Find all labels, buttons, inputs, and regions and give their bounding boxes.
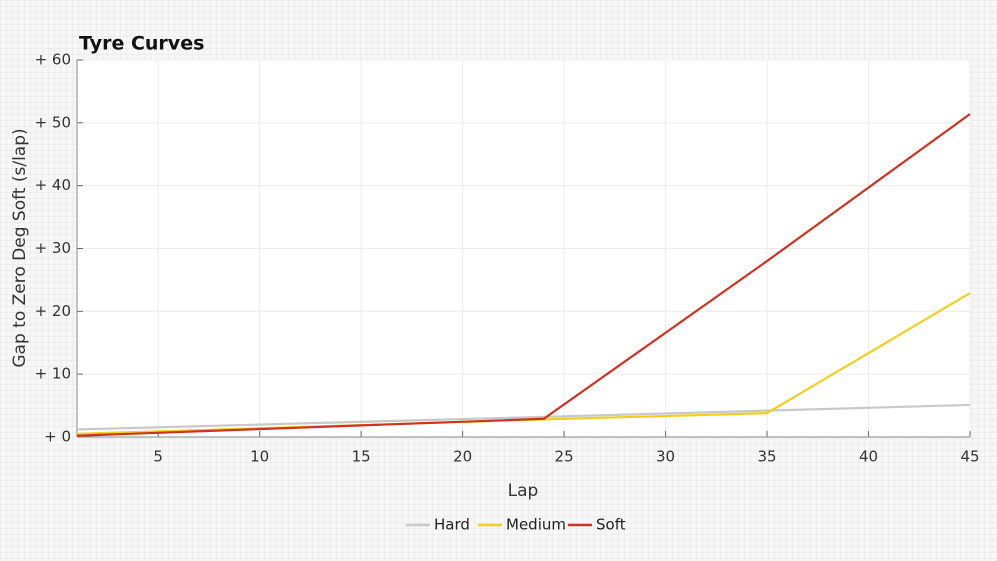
legend-label: Hard bbox=[434, 516, 470, 534]
x-axis-label: Lap bbox=[508, 481, 539, 501]
chart-title: Tyre Curves bbox=[79, 33, 204, 55]
series-line bbox=[76, 403, 971, 431]
x-tick-label: 45 bbox=[960, 448, 979, 466]
x-tick-label: 10 bbox=[250, 448, 269, 466]
y-axis-label: Gap to Zero Deg Soft (s/lap) bbox=[10, 128, 30, 367]
y-tick-label: + 30 bbox=[35, 239, 71, 257]
series-line bbox=[76, 113, 971, 437]
y-tick-label: + 10 bbox=[35, 365, 71, 383]
x-tick-label: 35 bbox=[757, 448, 776, 466]
legend-label: Soft bbox=[596, 516, 626, 534]
y-tick-label: + 20 bbox=[35, 302, 71, 320]
y-tick-label: + 60 bbox=[35, 51, 71, 69]
x-tick-label: 15 bbox=[352, 448, 371, 466]
x-tick-label: 30 bbox=[656, 448, 675, 466]
x-tick-label: 25 bbox=[555, 448, 574, 466]
y-tick-label: + 0 bbox=[44, 428, 71, 446]
x-tick-label: 40 bbox=[859, 448, 878, 466]
y-tick-label: + 50 bbox=[35, 113, 71, 131]
legend-label: Medium bbox=[506, 516, 566, 534]
x-tick-label: 5 bbox=[153, 448, 163, 466]
x-tick-label: 20 bbox=[453, 448, 472, 466]
y-tick-label: + 40 bbox=[35, 176, 71, 194]
